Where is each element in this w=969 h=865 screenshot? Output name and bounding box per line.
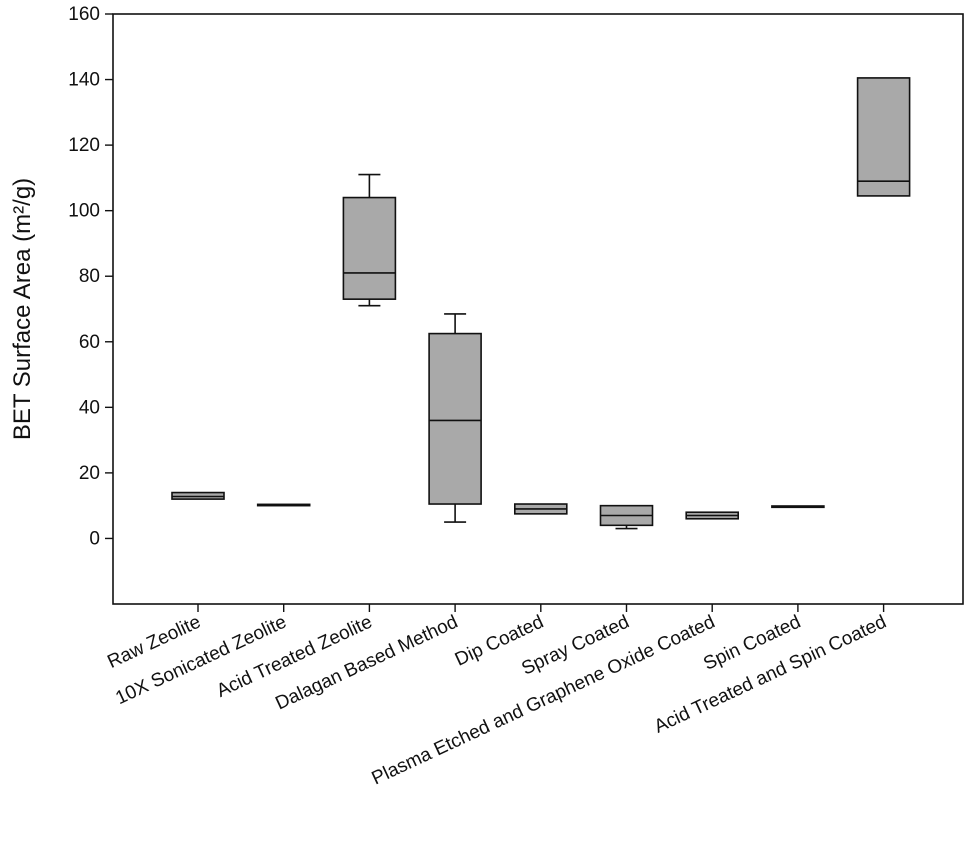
box-4 [428,313,482,523]
plot-frame [112,13,964,605]
y-tick-label: 80 [79,266,100,287]
y-tick-label: 140 [68,70,100,91]
box-body [428,332,482,505]
box-series [171,77,911,530]
y-tick-label: 100 [68,201,100,222]
box-6 [599,504,654,530]
y-tick-label: 20 [79,463,100,484]
y-axis: 0 20 40 60 80 100 120 140 160 [68,4,113,549]
box-body [856,77,911,197]
y-tick-label: 40 [79,397,100,418]
box-8 [771,505,825,509]
y-axis-title: BET Surface Area (m²/g) [9,178,36,440]
box-2 [256,503,311,507]
y-tick-label: 0 [89,528,100,549]
y-tick-label: 160 [68,4,100,25]
box-9 [856,77,911,197]
box-7 [685,511,740,520]
box-3 [342,173,397,307]
y-tick-label: 60 [79,332,100,353]
y-tick-label: 120 [68,135,100,156]
box-1 [171,491,225,500]
box-body [342,196,397,300]
box-5 [513,503,568,515]
